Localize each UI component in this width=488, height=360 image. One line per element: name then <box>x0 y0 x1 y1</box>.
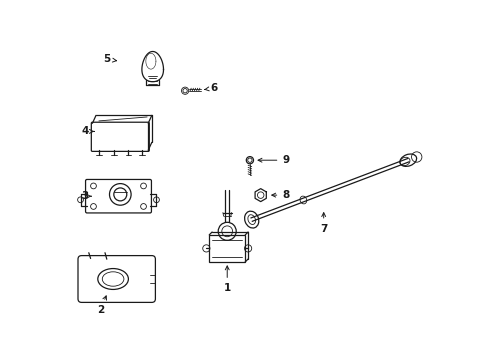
Text: 7: 7 <box>319 213 327 234</box>
Text: 5: 5 <box>103 54 116 64</box>
Text: 2: 2 <box>97 296 106 315</box>
Text: 8: 8 <box>271 190 289 200</box>
Text: 1: 1 <box>223 266 230 293</box>
Text: 6: 6 <box>204 83 217 93</box>
Text: 9: 9 <box>258 155 289 165</box>
Bar <box>209 235 244 262</box>
Text: 4: 4 <box>81 126 94 136</box>
Text: 3: 3 <box>81 191 91 201</box>
